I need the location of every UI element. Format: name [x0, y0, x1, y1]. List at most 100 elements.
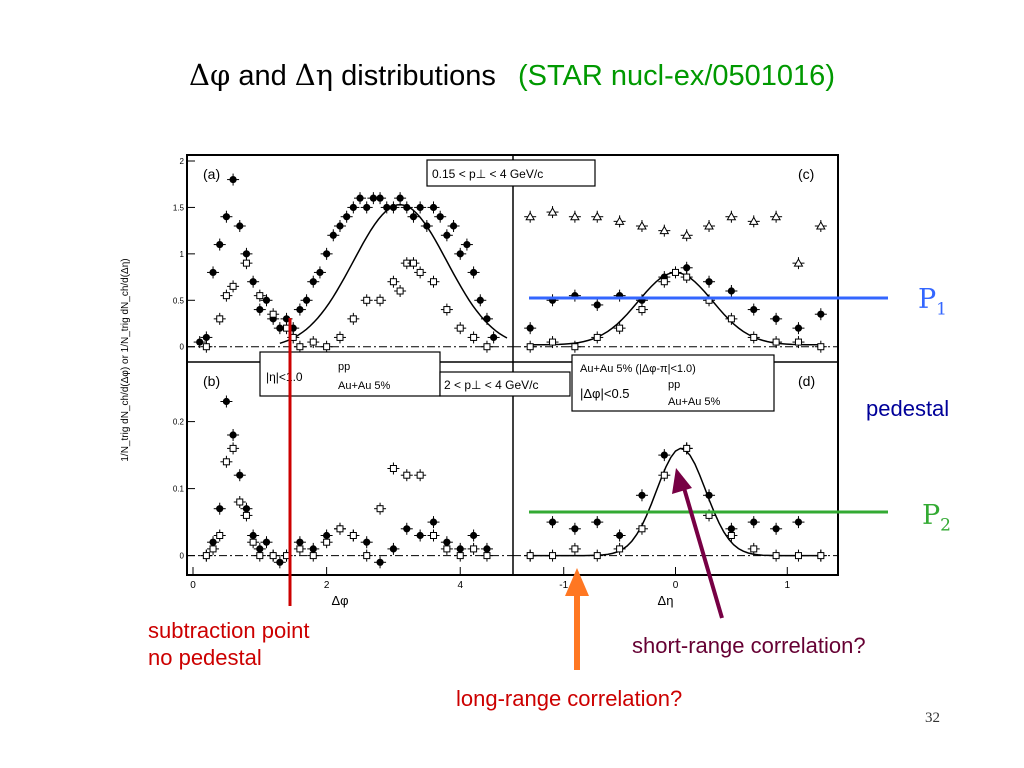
title-and: and: [238, 60, 287, 92]
panel-b-point-open: [363, 552, 371, 560]
panel-d-point-open: [571, 545, 579, 553]
panel-b-point-open: [456, 552, 464, 560]
panel-a-point-filled: [423, 222, 431, 230]
panel-d-point-filled: [548, 518, 557, 526]
panel-a-point-open: [296, 343, 304, 351]
panel-b-box-label-2: 2 < p⊥ < 4 GeV/c: [444, 378, 539, 392]
p2-letter: P: [922, 500, 941, 531]
panel-a-point-open: [409, 259, 417, 267]
panel-d-point-open: [727, 532, 735, 539]
panel-c-point-star: [614, 216, 625, 225]
panel-c-point-open: [660, 278, 668, 286]
panel-a-box-label: 0.15 < p⊥ < 4 GeV/c: [432, 167, 543, 181]
panel-b-ytick-label: 0.2: [173, 418, 185, 427]
panel-c-point-filled: [593, 301, 601, 309]
panel-c-point-star: [547, 207, 558, 216]
panel-c-point-open: [526, 343, 534, 351]
panel-d-fit-curve: [530, 447, 821, 557]
panel-c-point-star: [659, 225, 670, 235]
panel-c-point-star: [748, 216, 759, 225]
panel-b-point-open: [202, 552, 210, 560]
panel-c-point-open: [772, 338, 780, 346]
panel-a-point-filled: [316, 268, 324, 277]
panel-c-point-open: [571, 343, 579, 351]
panel-d-point-filled: [772, 525, 780, 533]
panel-c-point-filled: [705, 278, 713, 286]
panel-a-point-filled: [429, 203, 438, 212]
panel-b-point-open: [269, 552, 277, 560]
panel-c-point-open: [750, 333, 758, 341]
panel-a-point-open: [242, 259, 250, 267]
panel-d-point-open: [794, 552, 802, 560]
panel-c-point-open: [593, 333, 601, 341]
panel-c-point-filled: [817, 310, 825, 318]
panel-a-label-box: [426, 159, 596, 187]
panel-c-point-open: [794, 338, 802, 346]
panel-b-point-filled: [216, 505, 224, 513]
panel-a-point-open: [483, 343, 491, 351]
panel-d-point-open: [549, 552, 557, 560]
panel-b-point-open: [349, 532, 357, 539]
panel-b-point-open: [229, 444, 237, 452]
panel-b-point-filled: [236, 471, 244, 479]
short-range-arrow-head: [672, 468, 692, 494]
p1-subscript: 1: [936, 299, 947, 320]
panel-a-point-filled: [463, 240, 471, 249]
panel-a-point-filled: [329, 231, 337, 239]
short-range-note: short-range correlation?: [632, 633, 866, 658]
panel-a-point-filled: [456, 250, 464, 258]
panel-a-point-open: [389, 278, 397, 286]
panel-b-point-filled: [256, 545, 264, 553]
panel-b-point-open: [376, 505, 384, 513]
title-text: distributions: [341, 60, 496, 92]
panel-b-point-open: [296, 545, 304, 553]
panel-b-point-open: [483, 552, 491, 560]
panel-c-point-open: [672, 268, 679, 276]
panel-d-letter: (d): [798, 373, 815, 389]
panel-c-point-filled: [750, 305, 758, 314]
panel-d-point-open: [750, 545, 758, 553]
panel-d-point-filled: [593, 518, 601, 526]
panel-b-point-filled: [229, 431, 237, 439]
panel-a-point-open: [222, 292, 230, 300]
panel-c-point-star: [592, 211, 603, 221]
panel-b-ytick-label: 0: [180, 552, 185, 561]
long-range-arrow-head: [565, 568, 589, 596]
panel-a-point-filled: [389, 203, 398, 212]
panel-c-point-star: [525, 211, 536, 221]
panel-d-legend-pp: pp: [668, 379, 680, 391]
p2-label: P2: [922, 500, 951, 535]
panel-c-point-star: [771, 211, 781, 221]
panel-a-point-filled: [469, 268, 478, 277]
panel-a-ytick-label: 1.5: [173, 203, 185, 212]
panel-c-point-star: [637, 220, 647, 230]
panel-a-point-filled: [369, 194, 377, 202]
panel-b-point-open: [209, 545, 217, 553]
panel-b-point-filled: [262, 538, 271, 546]
panel-a-point-open: [456, 324, 464, 332]
short-range-arrow-shaft: [682, 487, 724, 619]
panel-a-point-open: [376, 296, 384, 304]
panel-b-point-filled: [483, 545, 491, 553]
panel-d-point-filled: [571, 525, 579, 533]
subtraction-line2: no pedestal: [148, 645, 262, 670]
title-phi-symbol: Δφ: [189, 58, 231, 92]
panel-b-point-filled: [443, 538, 451, 546]
panel-b-xtick-label: 0: [190, 580, 196, 591]
panel-a-point-filled: [476, 296, 484, 304]
panel-d-point-open: [683, 444, 691, 452]
panel-a-point-filled: [443, 231, 451, 239]
panel-a-point-open: [416, 268, 424, 276]
panel-b-point-filled: [222, 397, 231, 406]
panel-b-label-box: [439, 371, 571, 397]
panel-c-point-star: [726, 211, 737, 221]
panel-b-point-open: [323, 538, 331, 546]
panel-a-point-filled: [349, 203, 357, 212]
panel-a-point-filled: [249, 278, 257, 286]
subtraction-note: subtraction point no pedestal: [148, 617, 309, 671]
panel-c-point-star: [681, 230, 692, 239]
panel-b-point-filled: [456, 545, 464, 553]
panel-d-point-open: [772, 552, 780, 560]
panel-a-letter: (a): [203, 166, 220, 182]
